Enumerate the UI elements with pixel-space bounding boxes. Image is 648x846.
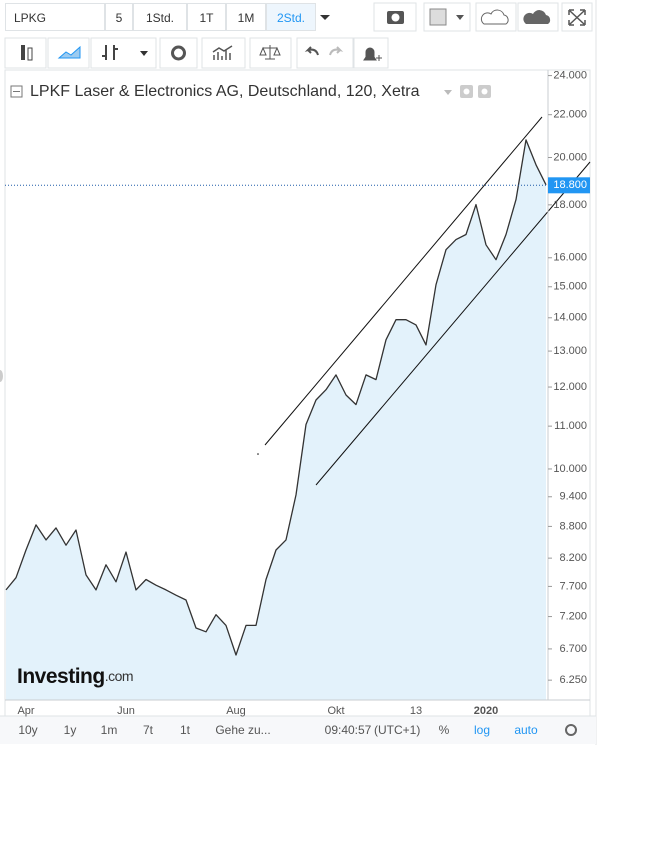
redo-icon (329, 46, 344, 56)
studies-button[interactable] (201, 37, 246, 69)
x-tick-label: 2020 (474, 705, 498, 717)
y-tick-label: 8.200 (559, 552, 587, 564)
y-tick-label: 11.000 (554, 420, 587, 432)
y-tick-label: 16.000 (553, 252, 587, 264)
clock-time: 09:40:57 (324, 723, 372, 737)
footer-settings-icon[interactable] (565, 724, 577, 736)
log-toggle[interactable]: log (473, 723, 490, 737)
visibility-icon-eye (463, 88, 470, 95)
area-icon (57, 45, 81, 59)
y-tick-label: 12.000 (553, 381, 587, 393)
candles-button[interactable] (4, 37, 47, 69)
watermark-main: Investing (17, 665, 105, 688)
interval-button[interactable]: 1Std. (133, 3, 187, 31)
y-tick-label: 8.800 (559, 520, 587, 532)
y-tick-label: 6.700 (559, 643, 587, 655)
drawing-point (257, 453, 259, 455)
price-line (5, 139, 547, 656)
y-tick-label: 9.400 (559, 491, 587, 503)
range-button[interactable]: 7t (142, 723, 153, 737)
watermark: Investing.com (17, 665, 133, 688)
interval-button[interactable]: 1T (187, 3, 226, 31)
candles-icon (21, 45, 25, 60)
interval-button-active[interactable]: 2Std. (266, 3, 316, 31)
y-tick-label: 15.000 (553, 281, 587, 293)
goto-button[interactable]: Gehe zu... (215, 723, 271, 737)
last-price-badge (548, 177, 590, 194)
trend-line-upper (264, 116, 543, 446)
interval-button[interactable]: 1M (226, 3, 266, 31)
color-swatch (429, 8, 447, 26)
y-tick-label: 7.700 (559, 580, 587, 592)
y-tick-label: 10.000 (553, 463, 587, 475)
trend-line-lower (315, 161, 591, 486)
title-dropdown[interactable] (444, 90, 452, 95)
settings-button[interactable] (159, 37, 198, 69)
watermark-suffix: .com (105, 668, 133, 684)
range-button[interactable]: 1m (100, 723, 118, 737)
interval-button[interactable]: 5 (105, 3, 133, 31)
side-handle[interactable] (0, 370, 3, 382)
symbol-input[interactable]: LPKG (5, 3, 105, 31)
indicator-dropdown (140, 51, 148, 56)
range-button[interactable]: 10y (18, 723, 38, 737)
alert-icon (363, 47, 382, 61)
fullscreen-icon (568, 9, 586, 26)
settings-icon-gear (481, 88, 488, 95)
y-tick-label: 24.000 (553, 69, 587, 81)
plot-area (5, 139, 547, 700)
y-tick-label: 14.000 (553, 312, 587, 324)
x-tick-label: Apr (17, 705, 34, 717)
price-area (6, 139, 546, 700)
collapse-icon[interactable] (10, 85, 23, 98)
indicator-icon (102, 45, 118, 60)
x-tick-label: 13 (410, 705, 422, 717)
camera-lens (391, 13, 400, 22)
candles-icon-2 (27, 47, 33, 61)
undo-redo-button[interactable] (296, 37, 354, 69)
y-tick-label: 6.250 (559, 674, 587, 686)
y-tick-label: 20.000 (553, 151, 587, 163)
x-tick-label: Okt (327, 705, 344, 717)
x-tick-label: Aug (226, 705, 246, 717)
range-button[interactable]: 1t (179, 723, 190, 737)
auto-toggle[interactable]: auto (514, 723, 538, 737)
load-button[interactable] (475, 2, 517, 32)
cloud-upload-icon (523, 10, 551, 24)
cloud-download-icon (480, 9, 509, 25)
studies-icon (212, 45, 233, 60)
interval-dropdown (320, 15, 330, 20)
y-tick-label: 18.000 (553, 199, 587, 211)
range-button[interactable]: 1y (63, 723, 77, 737)
y-tick-label: 22.000 (553, 109, 587, 121)
timezone[interactable]: (UTC+1) (374, 723, 421, 737)
footer-background (0, 716, 596, 744)
last-price-label: 18.800 (553, 179, 587, 191)
percent-toggle[interactable]: % (438, 723, 450, 737)
x-tick-label: Jun (117, 705, 135, 717)
chart-title: LPKF Laser & Electronics AG, Deutschland… (30, 83, 420, 100)
settings-gear-icon (171, 45, 186, 61)
color-dropdown (456, 15, 464, 20)
y-tick-label: 7.200 (559, 610, 587, 622)
y-tick-label: 13.000 (553, 345, 587, 357)
undo-icon (304, 46, 319, 56)
chart: LPKF Laser & Electronics AG, Deutschland… (0, 0, 597, 745)
compare-icon (259, 45, 281, 60)
